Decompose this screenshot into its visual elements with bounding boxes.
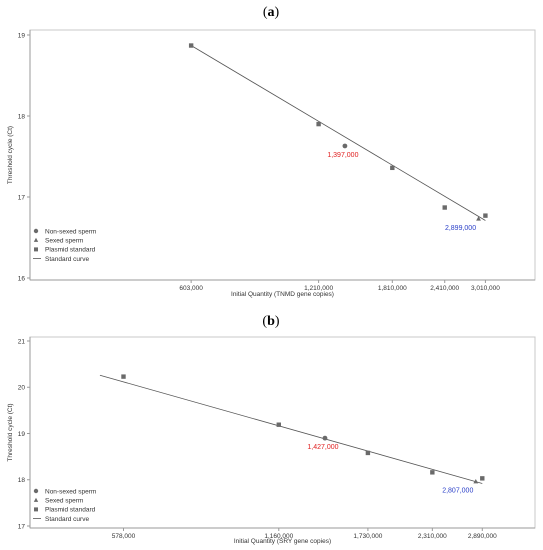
- x-tick-label: 578,000: [112, 533, 136, 540]
- value-annotation: 2,899,000: [445, 225, 476, 232]
- legend-circle-marker: [33, 228, 39, 234]
- plasmid-standard-point: [390, 165, 395, 171]
- legend-label: Sexed sperm: [45, 498, 83, 505]
- legend-label: Standard curve: [45, 516, 89, 523]
- x-axis-title: Initial Quantity (SRY gene copies): [234, 538, 331, 545]
- x-tick-label: 2,310,000: [418, 533, 447, 540]
- y-tick-label: 19: [18, 431, 26, 438]
- panel-label: (a): [263, 5, 280, 20]
- chart-panel-b: (b) 17 18 19 20 21 578,000 1,160,000 1,730,000 2,…: [7, 314, 536, 545]
- legend-label: Sexed sperm: [45, 238, 83, 245]
- panel-label-close: ): [275, 314, 280, 329]
- y-tick-label: 17: [18, 523, 26, 530]
- value-annotation: 2,807,000: [442, 488, 473, 495]
- legend-label: Standard curve: [45, 256, 89, 263]
- sexed-sperm-point: [473, 479, 479, 484]
- x-tick-label: 1,810,000: [378, 285, 407, 292]
- non-sexed-sperm-point: [322, 435, 328, 441]
- sexed-sperm-point: [476, 216, 481, 221]
- standard-curve-line: [99, 374, 483, 484]
- legend-circle-marker: [33, 488, 39, 494]
- standard-curve-line: [190, 45, 486, 221]
- panel-label-open: (: [263, 5, 268, 20]
- plasmid-standard-point: [483, 213, 488, 218]
- value-annotation: 1,397,000: [327, 152, 358, 159]
- y-tick-label: 16: [18, 275, 26, 282]
- non-sexed-sperm-point: [342, 143, 348, 149]
- legend-square-marker: [34, 507, 38, 512]
- x-tick-label: 1,730,000: [353, 533, 382, 540]
- panel-label: (b): [262, 314, 279, 329]
- legend-square-marker: [34, 247, 38, 252]
- x-axis-title: Initial Quantity (TNMD gene copies): [231, 291, 334, 298]
- plot-frame: [29, 29, 536, 281]
- panel-label-letter: b: [267, 314, 275, 329]
- y-tick-label: 18: [18, 113, 26, 120]
- plot-frame: [29, 336, 536, 529]
- plasmid-standard-point: [365, 450, 371, 456]
- plasmid-standard-point: [276, 422, 281, 427]
- chart-panel-a: (a) 16 17 18 19 603,000 1,210,000 1,810,000 2,41…: [7, 5, 536, 298]
- value-annotation: 1,427,000: [307, 444, 338, 451]
- x-tick-label: 603,000: [179, 285, 203, 292]
- x-tick-label: 1,210,000: [304, 285, 333, 292]
- plasmid-standard-point: [430, 470, 435, 475]
- y-tick-label: 19: [18, 32, 26, 39]
- plasmid-standard-point: [316, 121, 321, 127]
- y-tick-label: 21: [18, 338, 26, 345]
- y-axis-title: Threshold cycle (Ct): [7, 403, 14, 461]
- legend-label: Plasmid standard: [45, 507, 96, 514]
- legend-triangle-marker: [33, 497, 39, 502]
- plasmid-standard-point: [188, 43, 194, 48]
- plasmid-standard-point: [480, 476, 485, 481]
- x-tick-label: 2,410,000: [430, 285, 459, 292]
- legend-label: Non-sexed sperm: [45, 488, 96, 495]
- panel-label-close: ): [275, 5, 280, 20]
- x-tick-label: 2,890,000: [468, 533, 497, 540]
- y-axis-title: Threshold cycle (Ct): [7, 126, 14, 184]
- x-tick-label: 1,160,000: [264, 533, 293, 540]
- plasmid-standard-point: [442, 205, 447, 210]
- panel-label-open: (: [262, 314, 267, 329]
- y-tick-label: 20: [18, 385, 26, 392]
- legend-triangle-marker: [33, 237, 39, 242]
- plasmid-standard-point: [121, 374, 126, 379]
- legend-label: Non-sexed sperm: [45, 228, 96, 235]
- y-tick-label: 17: [18, 194, 26, 201]
- y-tick-label: 18: [18, 477, 26, 484]
- x-tick-label: 3,010,000: [471, 285, 500, 292]
- legend-label: Plasmid standard: [45, 247, 96, 254]
- panel-label-letter: a: [268, 5, 275, 20]
